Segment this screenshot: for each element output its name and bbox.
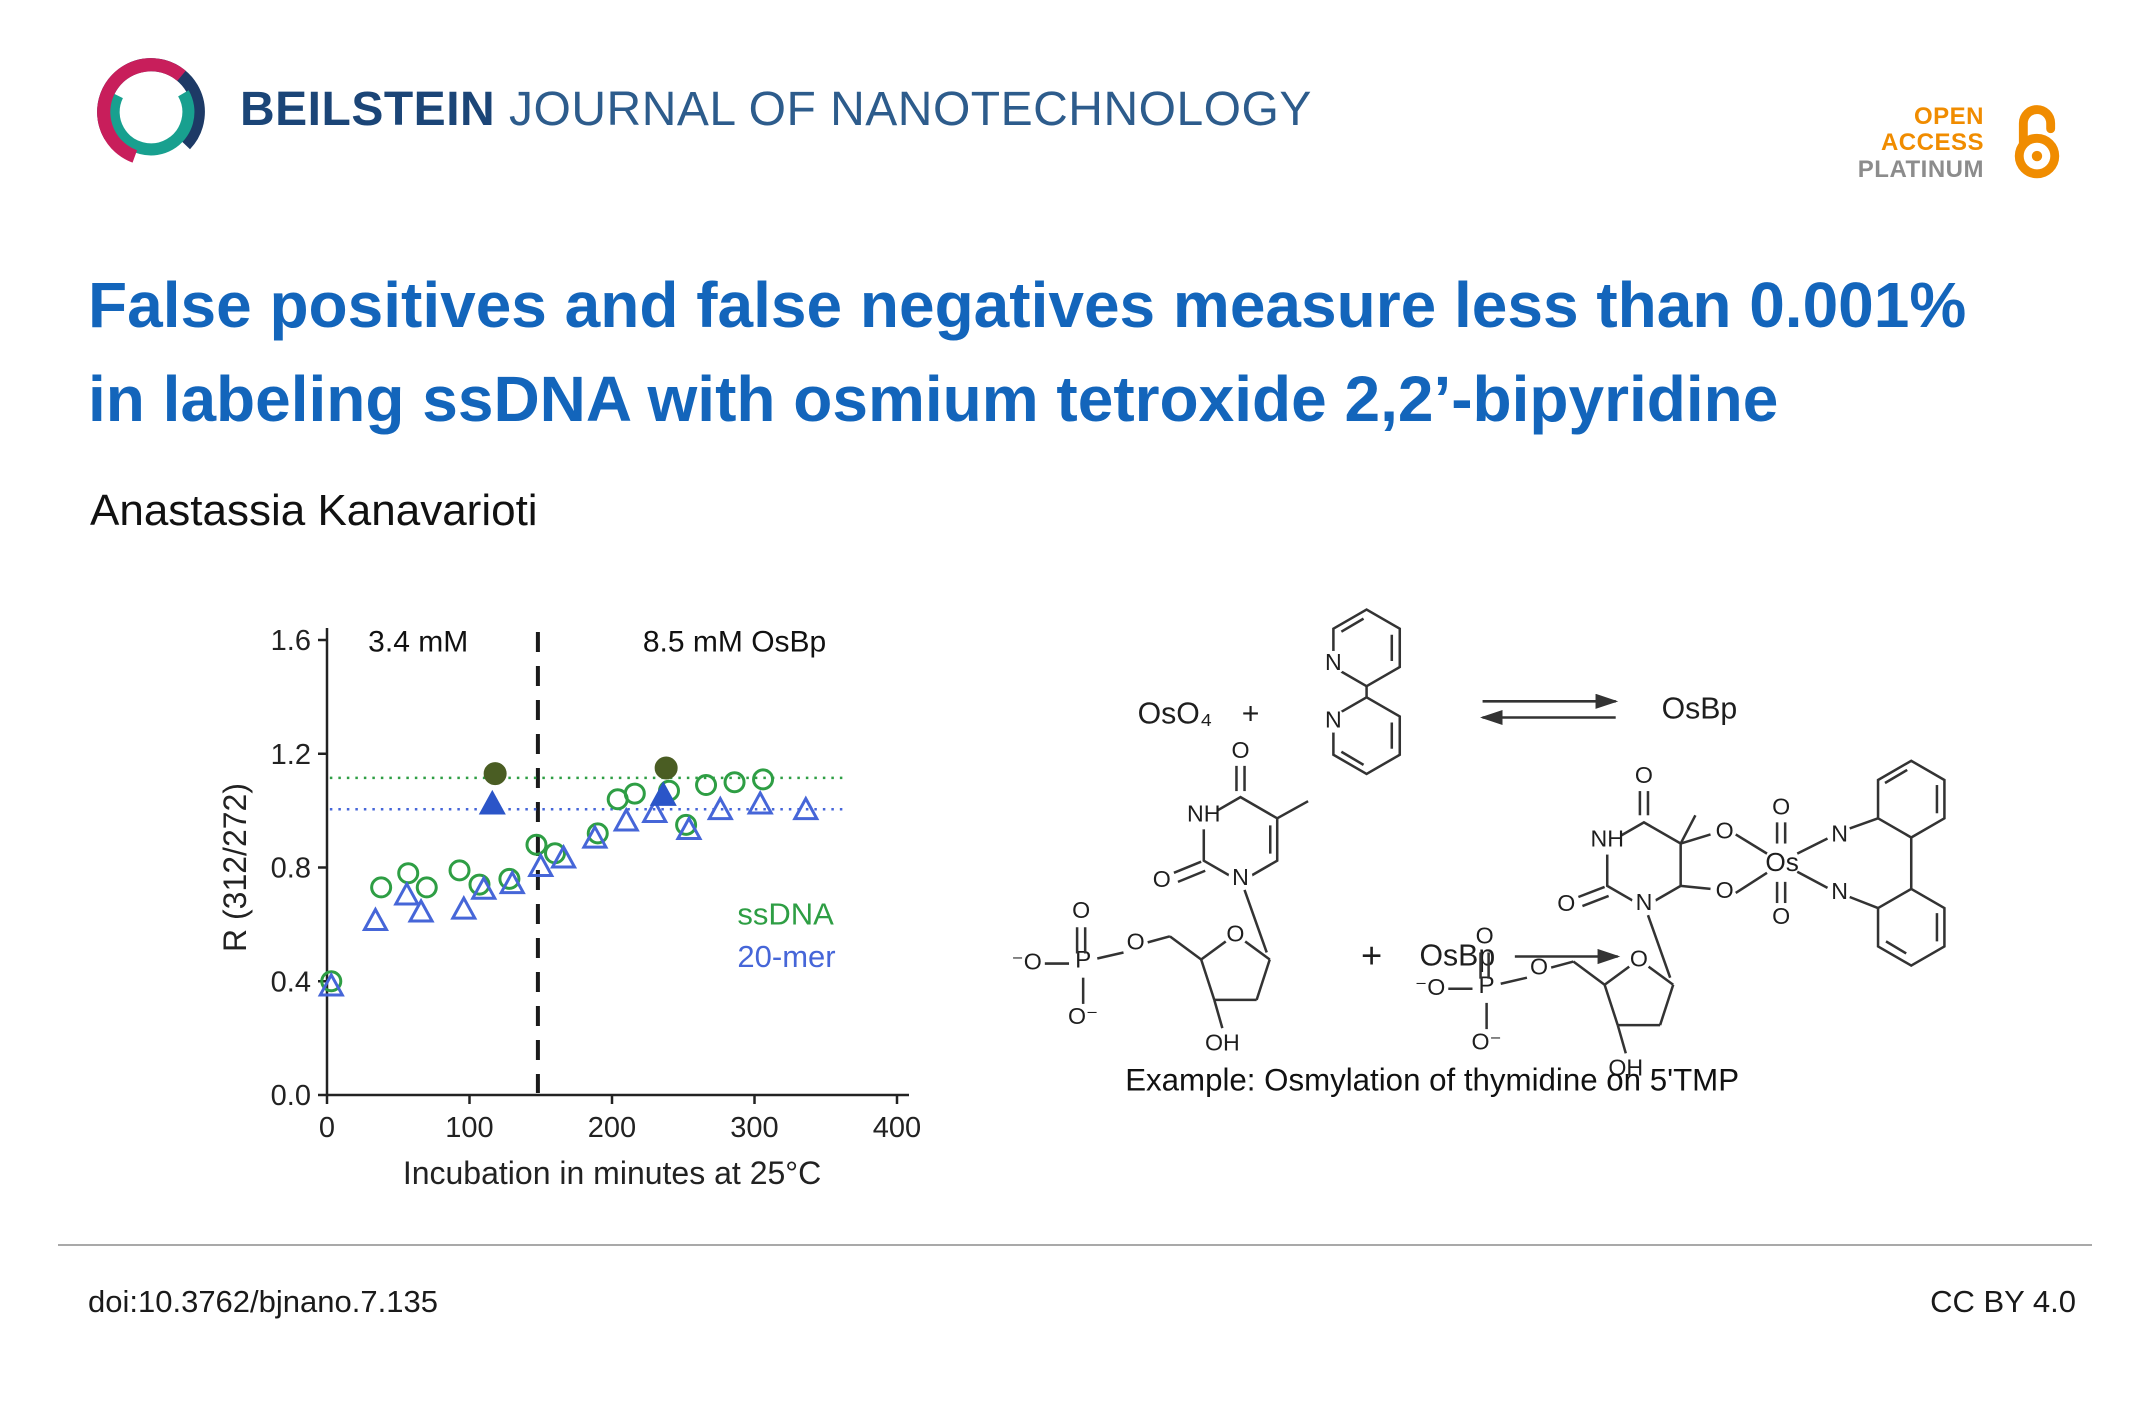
journal-name: JOURNAL OF NANOTECHNOLOGY	[509, 83, 1312, 136]
atom-label: O	[1635, 762, 1653, 788]
atom-label: O	[1231, 737, 1249, 763]
oso4-label: OsO₄	[1138, 698, 1213, 731]
title-line-2: in labeling ssDNA with osmium tetroxide …	[88, 363, 1779, 436]
svg-text:0.0: 0.0	[271, 1080, 311, 1112]
equilibrium-arrows-icon	[1480, 693, 1619, 726]
osbp-reagent-label: OsBp	[1420, 940, 1496, 973]
atom-label: O	[1072, 897, 1090, 923]
atom-label: Os	[1765, 847, 1799, 877]
atom-label: N	[1325, 707, 1342, 733]
svg-text:R (312/272): R (312/272)	[217, 783, 253, 952]
atom-label: ⁻O	[1012, 949, 1042, 975]
atom-label: O	[1226, 920, 1244, 946]
reaction-scheme-svg: OsO₄ + N N OsBp	[1012, 608, 1946, 1098]
atom-label: N	[1325, 649, 1342, 675]
atom-label: O⁻	[1068, 1003, 1098, 1029]
atom-label: O	[1153, 866, 1171, 892]
open-access-badge: OPEN ACCESS PLATINUM	[1858, 100, 2078, 187]
open-access-access-label: ACCESS	[1880, 129, 1984, 157]
svg-text:200: 200	[588, 1112, 636, 1144]
beilstein-logo-icon	[85, 46, 217, 183]
license-text: CC BY 4.0	[1930, 1284, 2076, 1319]
phosphate-group: P O ⁻O O⁻	[1415, 922, 1528, 1054]
open-access-text: OPEN ACCESS PLATINUM	[1857, 102, 1984, 183]
svg-text:400: 400	[873, 1112, 921, 1144]
open-access-platinum-label: PLATINUM	[1857, 155, 1984, 183]
atom-label: O	[1630, 946, 1648, 972]
open-access-open-label: OPEN	[1913, 102, 1984, 130]
beilstein-swirl-icon	[97, 58, 205, 166]
title-line-1: False positives and false negatives meas…	[88, 269, 1967, 341]
reaction-scheme: OsO₄ + N N OsBp	[948, 572, 2118, 1112]
atom-label: N	[1831, 821, 1848, 847]
svg-text:0: 0	[319, 1112, 335, 1144]
bipyridine-ligand: N N	[1796, 759, 1946, 968]
svg-text:1.2: 1.2	[271, 739, 311, 771]
svg-text:8.5 mM OsBp: 8.5 mM OsBp	[643, 625, 826, 658]
atom-label: O	[1557, 890, 1575, 916]
atom-label: O	[1476, 922, 1494, 948]
svg-text:1.6: 1.6	[271, 625, 311, 657]
bipyridine-structure: N N	[1321, 608, 1402, 776]
scheme-caption: Example: Osmylation of thymidine on 5'TM…	[1125, 1063, 1739, 1098]
atom-label: NH	[1187, 800, 1221, 826]
svg-text:300: 300	[730, 1112, 778, 1144]
atom-label: O	[1127, 928, 1145, 954]
incubation-chart: 0 100 200 300 400 0.0 0.4 0.8 1.2 1.6 Incubation i…	[212, 588, 952, 1203]
svg-text:100: 100	[445, 1112, 493, 1144]
footer-divider	[58, 1244, 2092, 1246]
journal-title: BEILSTEIN JOURNAL OF NANOTECHNOLOGY	[240, 82, 1312, 137]
atom-label: P	[1479, 972, 1495, 999]
atom-label: O	[1772, 793, 1790, 819]
sugar-ring: O OH	[1603, 946, 1675, 1081]
svg-text:0.8: 0.8	[271, 853, 311, 885]
atom-label: O	[1772, 903, 1790, 929]
atom-label: O⁻	[1471, 1028, 1501, 1054]
sugar-ring: O OH	[1199, 920, 1271, 1055]
chart-svg: 0 100 200 300 400 0.0 0.4 0.8 1.2 1.6 Incubation i…	[217, 625, 921, 1191]
svg-text:ssDNA: ssDNA	[737, 896, 834, 931]
atom-label: OH	[1608, 1055, 1643, 1081]
osbp-product-label: OsBp	[1662, 692, 1738, 725]
atom-label: O	[1530, 954, 1548, 980]
atom-label: O	[1716, 877, 1734, 903]
reaction-plus-sign: +	[1361, 935, 1382, 976]
svg-text:20-mer: 20-mer	[737, 939, 835, 974]
svg-text:0.4: 0.4	[271, 966, 311, 998]
open-lock-icon	[1996, 100, 2078, 187]
atom-label: P	[1075, 947, 1091, 974]
journal-brand: BEILSTEIN	[240, 83, 496, 136]
thymidine-structure: O O N NH O OH	[1012, 737, 1309, 1055]
phosphate-group: P O ⁻O O⁻	[1012, 897, 1124, 1029]
atom-label: N	[1636, 889, 1653, 915]
atom-label: ⁻O	[1415, 974, 1445, 1000]
plus-sign: +	[1242, 698, 1260, 731]
author-name: Anastassia Kanavarioti	[90, 486, 538, 535]
svg-text:Incubation in minutes at 25°C: Incubation in minutes at 25°C	[403, 1155, 821, 1191]
osmylated-product-structure: O O N NH O O Os	[1415, 759, 1946, 1081]
os-center: Os O O	[1735, 793, 1800, 929]
svg-text:3.4 mM: 3.4 mM	[368, 625, 468, 658]
atom-label: N	[1831, 878, 1848, 904]
article-title: False positives and false negatives meas…	[88, 258, 2088, 446]
atom-label: OH	[1205, 1029, 1240, 1055]
atom-label: N	[1232, 864, 1249, 890]
atom-label: O	[1716, 817, 1734, 843]
atom-label: NH	[1590, 826, 1624, 852]
doi-text: doi:10.3762/bjnano.7.135	[88, 1284, 438, 1319]
